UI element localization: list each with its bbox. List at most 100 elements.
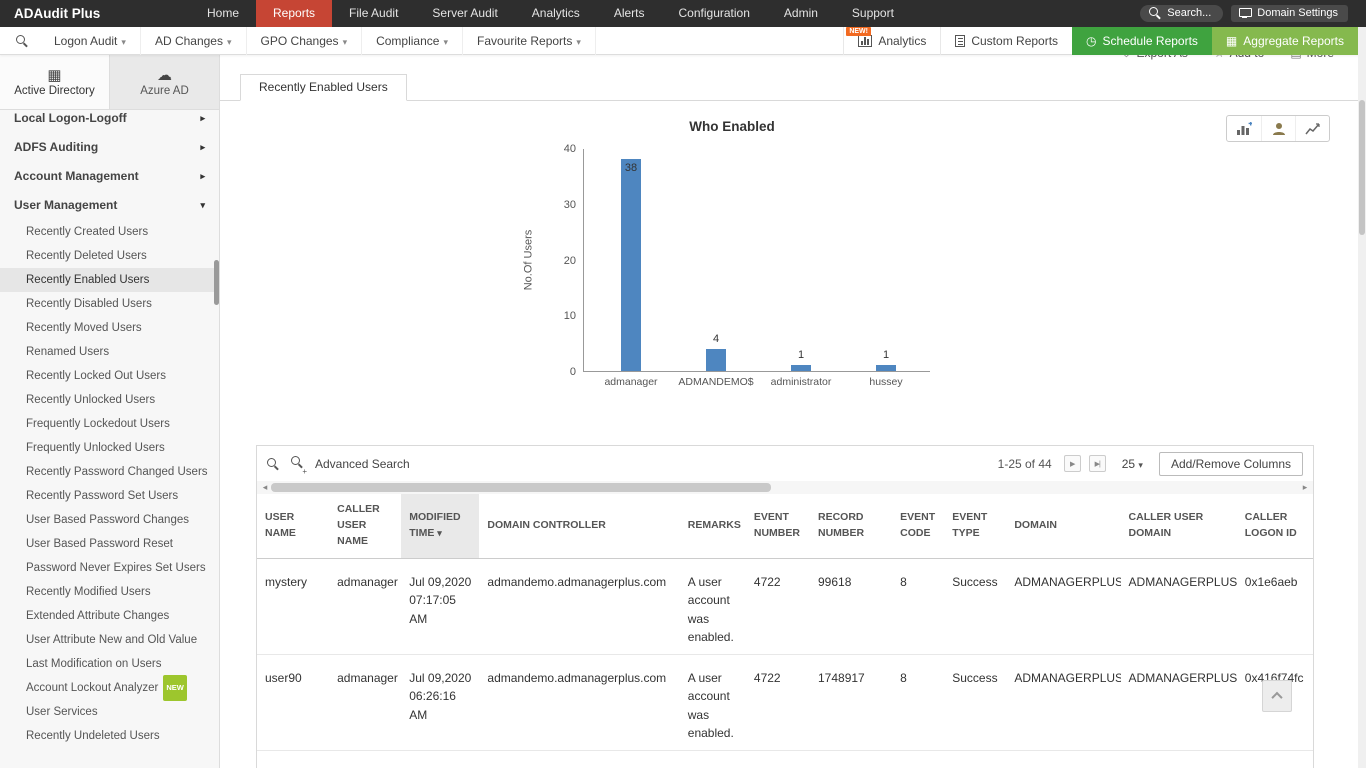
sidebar-item-user-based-password-changes[interactable]: User Based Password Changes bbox=[26, 514, 189, 526]
col-modified-time[interactable]: MODIFIED TIME ▾ bbox=[401, 494, 480, 559]
tab-file-audit[interactable]: File Audit bbox=[349, 6, 399, 20]
report-page-tab[interactable]: Recently Enabled Users bbox=[240, 74, 407, 101]
cell: Jul 09,2020 06:26:16 AM bbox=[401, 654, 480, 751]
sidebar-group-local-logon-logoff[interactable]: Local Logon-Logoff ▸ bbox=[0, 104, 219, 133]
menu-compliance[interactable]: Compliance ▾ bbox=[362, 26, 463, 55]
col-record-number[interactable]: RECORD NUMBER bbox=[810, 494, 893, 559]
sidebar-item-recently-modified-users[interactable]: Recently Modified Users bbox=[26, 586, 151, 598]
x-category-label: hussey bbox=[869, 376, 903, 388]
col-domain[interactable]: DOMAIN bbox=[1006, 494, 1121, 559]
col-remarks[interactable]: REMARKS bbox=[679, 494, 746, 559]
domain-settings-button[interactable]: Domain Settings bbox=[1231, 5, 1348, 22]
aggregate-reports-button[interactable]: ▦ Aggregate Reports bbox=[1211, 26, 1358, 55]
scroll-right-icon[interactable]: ▸ bbox=[1302, 482, 1308, 492]
sidebar-item-recently-unlocked-users[interactable]: Recently Unlocked Users bbox=[26, 394, 156, 406]
horizontal-scrollbar-thumb[interactable] bbox=[271, 483, 771, 492]
sidebar-item-user-attribute-new-and-old-value[interactable]: User Attribute New and Old Value bbox=[26, 634, 198, 646]
col-domain-controller[interactable]: DOMAIN CONTROLLER bbox=[479, 494, 680, 559]
page-size-dropdown[interactable]: 25 ▾ bbox=[1121, 456, 1143, 471]
chart-type-button[interactable] bbox=[1227, 116, 1261, 141]
chevron-down-icon: ▾ bbox=[342, 36, 348, 47]
export-as-button[interactable]: ⇩Export As bbox=[1121, 55, 1187, 60]
sidebar-tab-active-directory[interactable]: ▦ Active Directory bbox=[0, 55, 109, 109]
sidebar-item-password-never-expires-set-users[interactable]: Password Never Expires Set Users bbox=[26, 562, 206, 574]
user-name-link[interactable]: user91 bbox=[257, 750, 330, 768]
tab-configuration[interactable]: Configuration bbox=[678, 6, 750, 20]
menu-logon-audit[interactable]: Logon Audit ▾ bbox=[40, 26, 141, 55]
sidebar-group-user-management[interactable]: User Management ▾ bbox=[0, 191, 219, 220]
sidebar-item-user-services[interactable]: User Services bbox=[26, 706, 98, 718]
sidebar-item-recently-moved-users[interactable]: Recently Moved Users bbox=[26, 322, 142, 334]
user-name-link[interactable]: user90 bbox=[257, 654, 330, 751]
sidebar-item-recently-disabled-users[interactable]: Recently Disabled Users bbox=[26, 298, 152, 310]
sidebar-item-last-modification-on-users[interactable]: Last Modification on Users bbox=[26, 658, 162, 670]
scroll-left-icon[interactable]: ◂ bbox=[262, 482, 268, 492]
sidebar-item-account-lockout-analyzer[interactable]: Account Lockout Analyzer NEW bbox=[0, 675, 219, 701]
sidebar-scrollbar-thumb[interactable] bbox=[214, 260, 219, 305]
top-tabs: Home Reports File Audit Server Audit Ana… bbox=[190, 0, 911, 27]
report-search-icon[interactable] bbox=[16, 34, 28, 47]
cell: Success bbox=[944, 750, 1007, 768]
sidebar-item-recently-password-changed-users[interactable]: Recently Password Changed Users bbox=[26, 466, 208, 478]
sidebar-item-frequently-unlocked-users[interactable]: Frequently Unlocked Users bbox=[26, 442, 165, 454]
cell: Jul 09,2020 07:17:05 AM bbox=[401, 558, 480, 655]
add-to-button[interactable]: ☆Add to bbox=[1214, 55, 1264, 60]
tab-reports[interactable]: Reports bbox=[256, 0, 333, 27]
menu-ad-changes[interactable]: AD Changes ▾ bbox=[141, 26, 247, 55]
y-tick: 40 bbox=[563, 143, 576, 155]
menu-favourite-reports[interactable]: Favourite Reports ▾ bbox=[463, 26, 596, 55]
add-remove-columns-button[interactable]: Add/Remove Columns bbox=[1158, 451, 1303, 476]
tab-home[interactable]: Home bbox=[207, 6, 240, 20]
col-event-code[interactable]: EVENT CODE bbox=[892, 494, 945, 559]
tab-analytics[interactable]: Analytics bbox=[531, 6, 580, 20]
page-scrollbar[interactable] bbox=[1358, 27, 1366, 768]
page-scrollbar-thumb[interactable] bbox=[1359, 100, 1365, 235]
back-to-top-button[interactable] bbox=[1262, 680, 1292, 712]
last-page-button[interactable]: ▶| bbox=[1088, 455, 1106, 472]
col-user-name[interactable]: USER NAME bbox=[257, 494, 330, 559]
sidebar-item-recently-deleted-users[interactable]: Recently Deleted Users bbox=[26, 250, 147, 262]
bar-admandemo bbox=[706, 348, 726, 371]
advanced-search-label[interactable]: Advanced Search bbox=[315, 456, 410, 471]
schedule-reports-button[interactable]: ◷ Schedule Reports bbox=[1072, 26, 1212, 55]
sidebar-group-account-management[interactable]: Account Management ▸ bbox=[0, 162, 219, 191]
col-event-type[interactable]: EVENT TYPE bbox=[944, 494, 1007, 559]
sidebar-item-recently-undeleted-users[interactable]: Recently Undeleted Users bbox=[26, 730, 160, 742]
sidebar-item-recently-created-users[interactable]: Recently Created Users bbox=[26, 226, 149, 238]
cell: 99618 bbox=[810, 558, 893, 655]
sidebar-item-user-based-password-reset[interactable]: User Based Password Reset bbox=[26, 538, 174, 550]
sidebar-item-frequently-lockedout-users[interactable]: Frequently Lockedout Users bbox=[26, 418, 170, 430]
tab-server-audit[interactable]: Server Audit bbox=[432, 6, 498, 20]
app-logo[interactable]: ADAudit Plus bbox=[14, 6, 101, 21]
sidebar-item-recently-enabled-users[interactable]: Recently Enabled Users bbox=[0, 268, 219, 292]
report-sidebar: ▦ Active Directory ☁ Azure AD Local Logo… bbox=[0, 55, 220, 768]
col-caller-user-domain[interactable]: CALLER USER DOMAIN bbox=[1120, 494, 1237, 559]
sidebar-tab-azure-ad[interactable]: ☁ Azure AD bbox=[109, 55, 219, 109]
col-caller-logon-id[interactable]: CALLER LOGON ID bbox=[1236, 494, 1313, 559]
tab-alerts[interactable]: Alerts bbox=[613, 6, 645, 20]
user-name-link[interactable]: mystery bbox=[257, 558, 330, 655]
col-caller-user-name[interactable]: CALLER USER NAME bbox=[329, 494, 402, 559]
cell: 4722 bbox=[745, 750, 810, 768]
sidebar-item-extended-attribute-changes[interactable]: Extended Attribute Changes bbox=[26, 610, 170, 622]
sidebar-item-recently-locked-out-users[interactable]: Recently Locked Out Users bbox=[26, 370, 166, 382]
chart-export-button[interactable] bbox=[1295, 116, 1329, 141]
global-search-button[interactable]: Search... bbox=[1140, 5, 1224, 22]
more-button[interactable]: ▤More bbox=[1290, 55, 1334, 60]
sidebar-group-adfs-auditing[interactable]: ADFS Auditing ▸ bbox=[0, 133, 219, 162]
analytics-button[interactable]: NEW! Analytics bbox=[843, 26, 940, 55]
chevron-down-icon: ▾ bbox=[576, 36, 581, 47]
table-row: user90 admanager Jul 09,2020 06:26:16 AM… bbox=[257, 654, 1313, 751]
custom-reports-button[interactable]: Custom Reports bbox=[940, 26, 1072, 55]
chart-user-filter-button[interactable] bbox=[1261, 116, 1295, 141]
tab-support[interactable]: Support bbox=[851, 6, 894, 20]
menu-gpo-changes[interactable]: GPO Changes ▾ bbox=[247, 26, 363, 55]
advanced-search-icon[interactable]: + bbox=[291, 455, 307, 476]
col-event-number[interactable]: EVENT NUMBER bbox=[745, 494, 810, 559]
sidebar-item-renamed-users[interactable]: Renamed Users bbox=[26, 346, 110, 358]
sidebar-item-recently-password-set-users[interactable]: Recently Password Set Users bbox=[26, 490, 179, 502]
cell: admandemo.admanagerplus.com bbox=[479, 654, 680, 751]
next-page-button[interactable]: ▶ bbox=[1063, 455, 1081, 472]
tab-admin[interactable]: Admin bbox=[783, 6, 818, 20]
table-search-icon[interactable] bbox=[267, 457, 279, 470]
